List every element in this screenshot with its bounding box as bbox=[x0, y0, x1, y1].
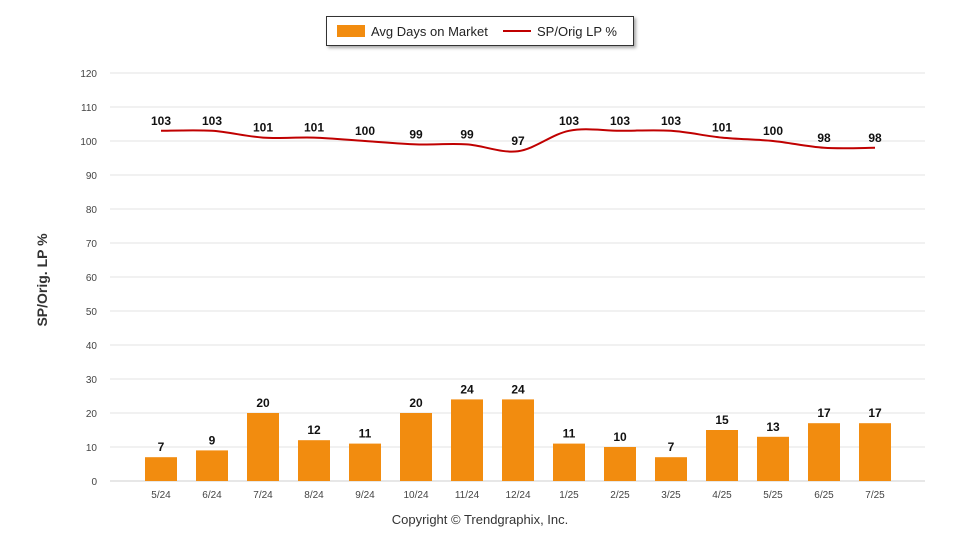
bar-11/24 bbox=[451, 399, 483, 481]
bar-1/25 bbox=[553, 443, 585, 481]
y-tick-label: 110 bbox=[81, 103, 97, 114]
line-data-label: 103 bbox=[202, 114, 222, 128]
x-tick-label: 6/24 bbox=[202, 490, 222, 501]
x-tick-label: 4/25 bbox=[712, 490, 732, 501]
copyright-text: Copyright © Trendgraphix, Inc. bbox=[391, 512, 569, 527]
bar-5/24 bbox=[145, 457, 177, 481]
y-tick-label: 60 bbox=[86, 273, 98, 284]
x-tick-label: 8/24 bbox=[304, 490, 324, 501]
y-tick-label: 90 bbox=[86, 171, 98, 182]
x-tick-label: 7/25 bbox=[865, 490, 885, 501]
bar-data-label: 24 bbox=[460, 382, 474, 396]
y-tick-label: 30 bbox=[86, 375, 98, 386]
line-data-labels: 103 103 101 101 100 99 99 97 103 103 103 101 100 98 98 bbox=[151, 114, 882, 148]
legend-label-line: SP/Orig LP % bbox=[537, 23, 617, 39]
line-series-path bbox=[160, 128, 876, 153]
bar-data-label: 11 bbox=[563, 427, 576, 441]
bar-data-label: 13 bbox=[766, 420, 780, 434]
bar-7/25 bbox=[859, 423, 891, 481]
legend-item-bars: Avg Days on Market bbox=[337, 17, 488, 45]
bar-data-label: 20 bbox=[256, 396, 270, 410]
legend-label-bars: Avg Days on Market bbox=[371, 23, 488, 39]
bar-6/25 bbox=[808, 423, 840, 481]
bar-3/25 bbox=[655, 457, 687, 481]
bar-data-label: 24 bbox=[511, 382, 525, 396]
x-tick-label: 11/24 bbox=[455, 490, 480, 501]
y-tick-label: 50 bbox=[86, 307, 98, 318]
legend-bar-swatch bbox=[337, 25, 365, 37]
line-data-label: 103 bbox=[151, 114, 171, 128]
x-tick-label: 2/25 bbox=[610, 490, 630, 501]
legend-line-swatch bbox=[503, 30, 531, 32]
bar-2/25 bbox=[604, 447, 636, 481]
bar-data-label: 10 bbox=[613, 430, 627, 444]
y-tick-labels: 0 10 20 30 40 50 60 70 80 90 100 110 120 bbox=[80, 69, 97, 488]
line-data-label: 103 bbox=[661, 114, 681, 128]
bar-data-label: 20 bbox=[409, 396, 423, 410]
line-data-label: 99 bbox=[409, 127, 423, 141]
x-tick-label: 3/25 bbox=[661, 490, 681, 501]
bar-4/25 bbox=[706, 430, 738, 481]
bar-12/24 bbox=[502, 399, 534, 481]
x-tick-label: 9/24 bbox=[355, 490, 375, 501]
x-tick-label: 5/24 bbox=[151, 490, 171, 501]
x-tick-label: 5/25 bbox=[763, 490, 783, 501]
line-data-label: 99 bbox=[460, 127, 474, 141]
y-tick-label: 70 bbox=[86, 239, 98, 250]
line-data-label: 103 bbox=[610, 114, 630, 128]
x-tick-label: 12/24 bbox=[505, 490, 530, 501]
line-data-label: 100 bbox=[763, 124, 783, 138]
bar-data-label: 17 bbox=[868, 406, 882, 420]
bar-data-label: 12 bbox=[307, 423, 321, 437]
bar-6/24 bbox=[196, 450, 228, 481]
line-data-label: 101 bbox=[253, 121, 273, 135]
line-data-label: 97 bbox=[511, 134, 525, 148]
y-tick-label: 80 bbox=[86, 205, 98, 216]
x-tick-label: 7/24 bbox=[253, 490, 273, 501]
line-data-label: 100 bbox=[355, 124, 375, 138]
line-data-label: 98 bbox=[868, 131, 882, 145]
x-tick-label: 10/24 bbox=[403, 490, 428, 501]
bar-data-label: 7 bbox=[158, 440, 165, 454]
y-tick-label: 100 bbox=[80, 137, 97, 148]
line-data-label: 101 bbox=[712, 121, 732, 135]
legend-item-line: SP/Orig LP % bbox=[503, 17, 617, 45]
line-data-label: 98 bbox=[817, 131, 831, 145]
y-tick-label: 10 bbox=[86, 443, 98, 454]
bar-10/24 bbox=[400, 413, 432, 481]
bar-7/24 bbox=[247, 413, 279, 481]
y-tick-label: 20 bbox=[86, 409, 98, 420]
bar-data-label: 15 bbox=[715, 413, 729, 427]
bar-9/24 bbox=[349, 443, 381, 481]
line-data-label: 103 bbox=[559, 114, 579, 128]
y-tick-label: 120 bbox=[80, 69, 97, 80]
x-tick-label: 1/25 bbox=[559, 490, 579, 501]
legend: Avg Days on Market SP/Orig LP % bbox=[326, 16, 634, 46]
bar-data-label: 17 bbox=[817, 406, 831, 420]
x-tick-label: 6/25 bbox=[814, 490, 834, 501]
bar-5/25 bbox=[757, 436, 789, 481]
y-tick-label: 0 bbox=[91, 477, 97, 488]
x-tick-labels: 5/24 6/24 7/24 8/24 9/24 10/24 11/24 12/24 1/25 2… bbox=[151, 490, 885, 501]
bar-data-label: 11 bbox=[359, 427, 372, 441]
bar-data-labels: 7 9 20 12 11 20 24 24 11 10 7 15 13 17 17 bbox=[158, 382, 882, 454]
bar-8/24 bbox=[298, 440, 330, 481]
y-axis-title: SP/Orig. LP % bbox=[34, 233, 50, 327]
line-data-label: 101 bbox=[304, 121, 324, 135]
y-tick-label: 40 bbox=[86, 341, 98, 352]
bar-data-label: 7 bbox=[668, 440, 675, 454]
bar-data-label: 9 bbox=[209, 433, 216, 447]
bar-series bbox=[145, 399, 891, 481]
